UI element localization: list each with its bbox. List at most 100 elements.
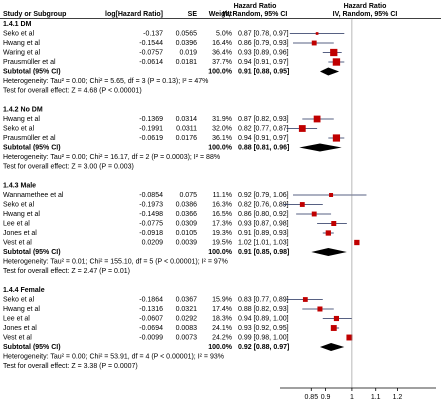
se: 0.019 (179, 49, 197, 56)
log-hr: -0.1991 (139, 125, 163, 132)
weight: 15.9% (212, 296, 232, 303)
subtotal-hr: 0.91 [0.85, 0.98] (238, 249, 289, 256)
log-hr: -0.0854 (139, 192, 163, 199)
study-square (311, 211, 317, 217)
hr-ci: 0.99 [0.98, 1.00] (238, 334, 289, 341)
log-hr: -0.0694 (139, 325, 163, 332)
weight: 24.1% (212, 325, 232, 332)
subtotal-diamond (319, 67, 340, 76)
se: 0.0386 (176, 201, 198, 208)
se: 0.0039 (176, 239, 198, 246)
se: 0.0565 (176, 30, 198, 37)
subtotal-label: Subtotal (95% CI) (3, 144, 61, 151)
subtotal-label: Subtotal (95% CI) (3, 68, 61, 75)
header: SE (188, 11, 198, 18)
heterogeneity: Heterogeneity: Tau² = 0.00; Chi² = 16.17… (3, 154, 220, 161)
study-name: Seko et al (3, 30, 35, 37)
hr-ci: 0.86 [0.79, 0.93] (238, 40, 289, 47)
weight: 11.1% (213, 192, 232, 199)
subtotal-label: Subtotal (95% CI) (3, 249, 61, 256)
study-name: Jones et al (3, 325, 37, 332)
study-square (299, 202, 305, 207)
log-hr: -0.0918 (139, 230, 163, 237)
se: 0.0396 (176, 40, 198, 47)
header: Hazard Ratio (234, 3, 277, 10)
weight: 37.7% (212, 59, 232, 66)
weight: 36.1% (212, 135, 232, 142)
hr-ci: 0.92 [0.79, 1.06] (238, 192, 289, 199)
hr-ci: 0.93 [0.89, 0.96] (238, 49, 289, 56)
weight: 17.4% (212, 306, 232, 313)
study-name: Prausmüller et al (3, 59, 56, 66)
study-name: Seko et al (3, 125, 35, 132)
study-square (346, 334, 353, 341)
heterogeneity: Heterogeneity: Tau² = 0.00; Chi² = 5.65,… (3, 78, 208, 85)
study-square (311, 40, 317, 46)
study-square (317, 306, 323, 312)
study-name: Vest et al (3, 334, 32, 341)
subtotal-diamond (311, 248, 347, 256)
study-name: Vest et al (3, 239, 32, 246)
se: 0.0083 (176, 325, 198, 332)
header: Study or Subgroup (3, 11, 66, 18)
log-hr: -0.0607 (139, 315, 163, 322)
se: 0.0105 (176, 230, 198, 237)
x-tick-label: 1.1 (371, 394, 381, 401)
header: IV, Random, 95% CI (223, 11, 288, 18)
log-hr: -0.0757 (139, 49, 163, 56)
study-name: Prausmüller et al (3, 135, 56, 142)
study-square (329, 193, 334, 197)
hr-ci: 0.91 [0.89, 0.93] (238, 230, 289, 237)
hr-ci: 0.87 [0.78, 0.97] (238, 30, 289, 37)
overall-effect: Test for overall effect: Z = 4.68 (P < 0… (3, 87, 142, 94)
weight: 32.0% (212, 125, 232, 132)
se: 0.0292 (176, 315, 198, 322)
log-hr: -0.0619 (139, 135, 163, 142)
log-hr: -0.1544 (139, 40, 163, 47)
subtotal-weight: 100.0% (208, 344, 233, 351)
overall-effect: Test for overall effect: Z = 2.47 (P = 0… (3, 268, 130, 275)
x-tick-label: 1 (350, 394, 354, 401)
study-square (354, 239, 360, 246)
hr-ci: 0.83 [0.77, 0.89] (238, 296, 289, 303)
subtotal-hr: 0.91 [0.88, 0.95] (238, 68, 289, 75)
se: 0.0367 (176, 296, 198, 303)
weight: 24.2% (212, 334, 232, 341)
study-square (325, 230, 331, 236)
x-tick-label: 0.85 (304, 394, 318, 401)
group-title: 1.4.2 No DM (3, 106, 43, 113)
study-square (332, 58, 341, 66)
subtotal-weight: 100.0% (208, 249, 233, 256)
study-square (331, 221, 337, 226)
hr-ci: 0.88 [0.82, 0.93] (238, 306, 289, 313)
subtotal-weight: 100.0% (208, 144, 233, 151)
heterogeneity: Heterogeneity: Tau² = 0.01; Chi² = 155.1… (3, 258, 228, 265)
hr-ci: 0.93 [0.87, 0.98] (238, 220, 289, 227)
study-square (333, 315, 340, 322)
x-tick-label: 1.2 (393, 394, 403, 401)
heterogeneity: Heterogeneity: Tau² = 0.00; Chi² = 53.91… (3, 353, 224, 360)
log-hr: -0.1369 (139, 116, 163, 123)
study-name: Hwang et al (3, 116, 40, 123)
se: 0.0073 (176, 334, 198, 341)
subtotal-label: Subtotal (95% CI) (3, 344, 61, 351)
weight: 18.3% (212, 315, 232, 322)
subtotal-hr: 0.88 [0.81, 0.96] (238, 144, 289, 151)
se: 0.0176 (176, 135, 198, 142)
study-name: Lee et al (3, 220, 30, 227)
study-name: Seko et al (3, 296, 35, 303)
study-name: Wannamethee et al (3, 192, 64, 199)
study-square (298, 125, 306, 132)
se: 0.0311 (176, 125, 197, 132)
study-name: Hwang et al (3, 211, 40, 218)
hr-ci: 0.93 [0.92, 0.95] (238, 325, 289, 332)
hr-ci: 0.82 [0.77, 0.87] (238, 125, 289, 132)
hr-ci: 1.02 [1.01, 1.03] (238, 239, 289, 246)
log-hr: -0.0614 (139, 59, 163, 66)
hr-ci: 0.94 [0.91, 0.97] (238, 135, 289, 142)
weight: 16.4% (212, 40, 232, 47)
log-hr: -0.1973 (139, 201, 163, 208)
weight: 19.3% (212, 230, 232, 237)
header: Weight (209, 11, 233, 18)
log-hr: -0.1864 (139, 296, 163, 303)
